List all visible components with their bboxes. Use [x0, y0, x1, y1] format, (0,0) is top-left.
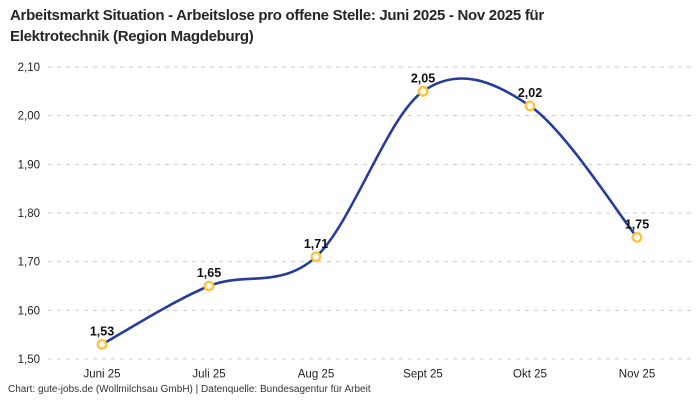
chart-title: Arbeitsmarkt Situation - Arbeitslose pro…: [10, 5, 544, 47]
x-axis-tick-label: Sept 25: [403, 369, 443, 381]
y-axis-tick-label: 1,70: [18, 257, 40, 269]
y-axis-tick-label: 2,10: [18, 62, 40, 74]
data-point-label: 2,05: [411, 71, 435, 85]
chart-credit: Chart: gute-jobs.de (Wollmilchsau GmbH) …: [8, 384, 371, 395]
x-axis-tick-label: Juni 25: [83, 369, 120, 381]
x-axis-tick-label: Nov 25: [619, 369, 655, 381]
chart-title-line2: Elektrotechnik (Region Magdeburg): [10, 28, 254, 45]
data-point-marker: [310, 251, 322, 263]
x-axis-tick-label: Aug 25: [298, 369, 334, 381]
y-axis-tick-label: 2,00: [18, 111, 40, 123]
data-point-marker: [524, 100, 536, 112]
data-point-marker: [631, 231, 643, 243]
data-point-label: 1,53: [90, 324, 114, 338]
y-axis-tick-label: 1,90: [18, 159, 40, 171]
data-point-marker: [96, 338, 108, 350]
x-axis-tick-label: Juli 25: [192, 369, 225, 381]
y-axis-tick-label: 1,80: [18, 208, 40, 220]
x-axis-tick-label: Okt 25: [513, 369, 547, 381]
chart-title-line1: Arbeitsmarkt Situation - Arbeitslose pro…: [10, 7, 544, 24]
data-point-marker: [417, 85, 429, 97]
data-point-label: 1,65: [197, 266, 221, 280]
data-point-label: 1,75: [625, 217, 649, 231]
series-line: [100, 77, 639, 346]
y-axis-tick-label: 1,60: [18, 305, 40, 317]
y-axis-tick-label: 1,50: [18, 354, 40, 366]
data-point-marker: [203, 280, 215, 292]
data-point-label: 1,71: [304, 237, 328, 251]
data-point-label: 2,02: [518, 86, 542, 100]
